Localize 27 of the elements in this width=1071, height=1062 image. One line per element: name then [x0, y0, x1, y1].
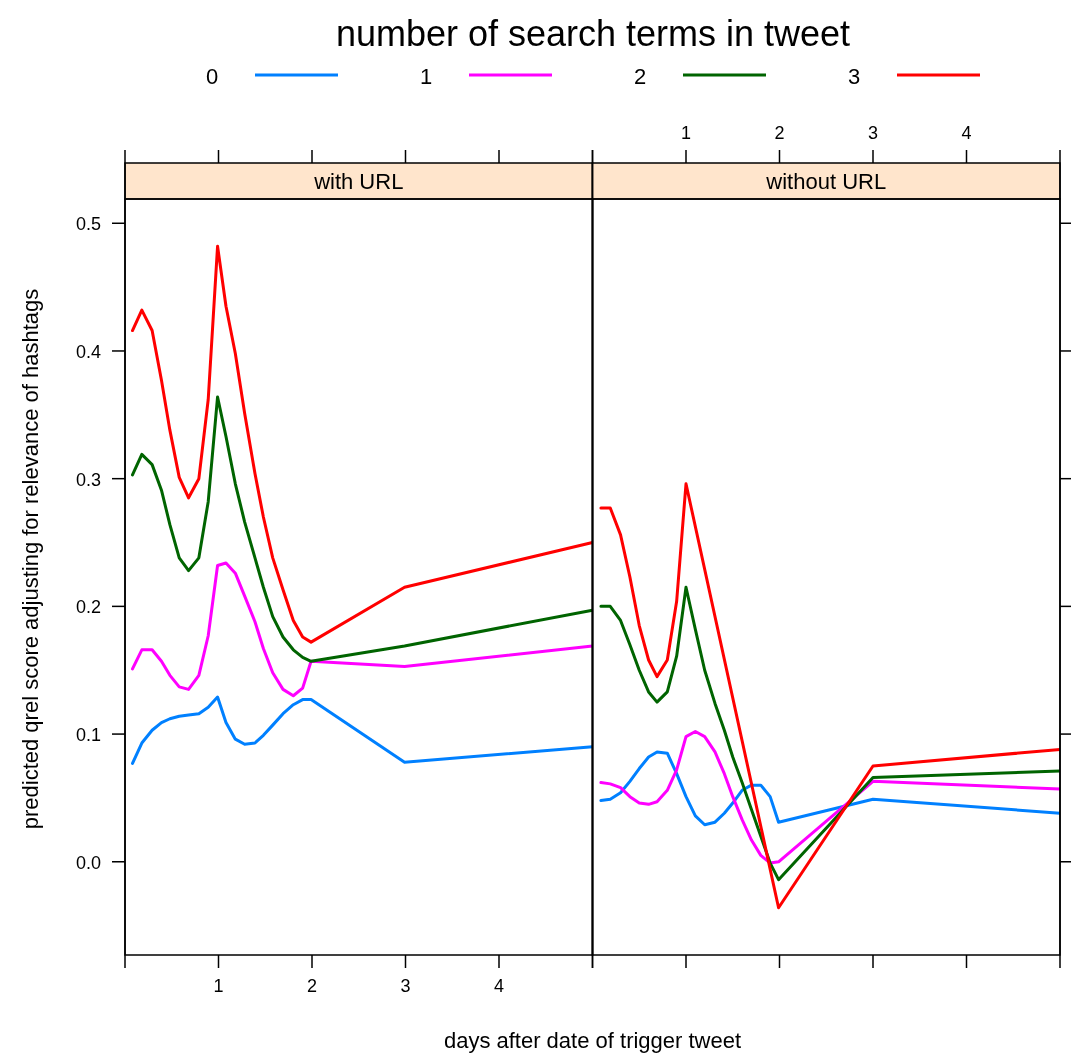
- legend-label: 1: [419, 64, 433, 89]
- chart-title: with URL: [313, 169, 404, 194]
- x-tick-label: 2: [306, 976, 318, 996]
- y-tick-label: 0.0: [75, 852, 101, 873]
- line-series: [130, 395, 593, 663]
- line-series: [130, 695, 593, 765]
- x-tick-label: 1: [213, 976, 224, 996]
- chart-title: without URL: [765, 169, 887, 194]
- x-tick-label: 3: [867, 123, 879, 143]
- y-tick-label: 0.1: [75, 725, 101, 746]
- x-tick-label: 1: [680, 123, 692, 143]
- legend-label: 0: [205, 64, 219, 89]
- y-tick-label: 0.5: [75, 214, 101, 235]
- x-tick-label: 4: [961, 123, 972, 143]
- y-tick-label: 0.3: [75, 469, 101, 490]
- y-axis-title: predicted qrel score adjusting for relevance of hashtags: [18, 288, 43, 830]
- line-series: [130, 561, 593, 698]
- legend-label: 2: [633, 64, 647, 89]
- x-axis-title: days after date of trigger tweet: [443, 1028, 742, 1053]
- x-tick-label: 3: [400, 976, 411, 996]
- x-tick-label: 4: [493, 976, 505, 996]
- x-tick-label: 2: [774, 123, 785, 143]
- legend-title: number of search terms in tweet: [335, 13, 851, 54]
- y-tick-label: 0.4: [75, 341, 101, 362]
- legend-label: 3: [847, 64, 861, 89]
- line-series: [130, 244, 593, 644]
- y-tick-label: 0.2: [75, 597, 101, 618]
